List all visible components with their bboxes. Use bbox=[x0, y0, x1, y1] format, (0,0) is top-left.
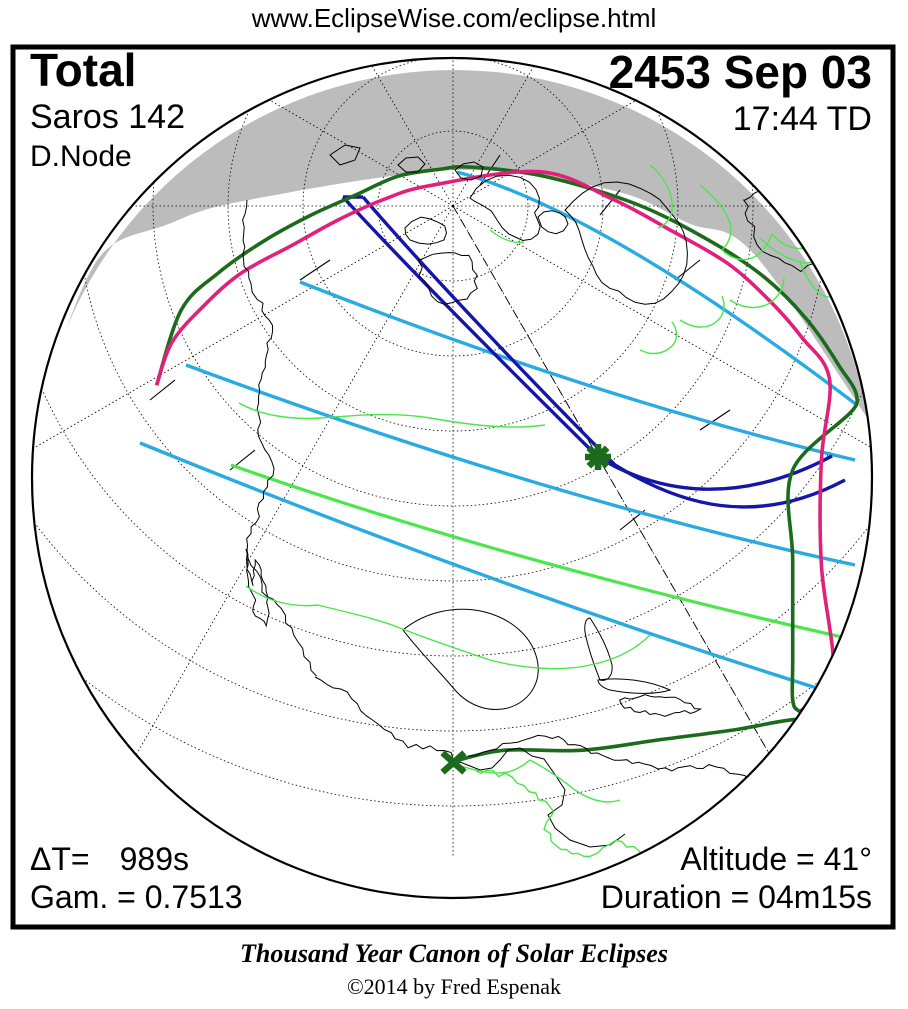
svg-text:Duration = 04m15s: Duration = 04m15s bbox=[601, 879, 872, 915]
svg-text:2453 Sep 03: 2453 Sep 03 bbox=[609, 46, 872, 98]
svg-text:Total: Total bbox=[30, 44, 136, 96]
svg-text:Gam. = 0.7513: Gam. = 0.7513 bbox=[30, 879, 243, 915]
svg-text:Altitude = 41°: Altitude = 41° bbox=[680, 841, 872, 877]
svg-text:Saros 142: Saros 142 bbox=[30, 98, 185, 136]
svg-text:©2014 by Fred Espenak: ©2014 by Fred Espenak bbox=[347, 974, 561, 999]
svg-text:www.EclipseWise.com/eclipse.ht: www.EclipseWise.com/eclipse.html bbox=[251, 3, 657, 33]
svg-text:17:44 TD: 17:44 TD bbox=[733, 100, 872, 138]
svg-text:D.Node: D.Node bbox=[30, 140, 132, 173]
svg-text:Thousand Year Canon of Solar E: Thousand Year Canon of Solar Eclipses bbox=[240, 939, 668, 968]
